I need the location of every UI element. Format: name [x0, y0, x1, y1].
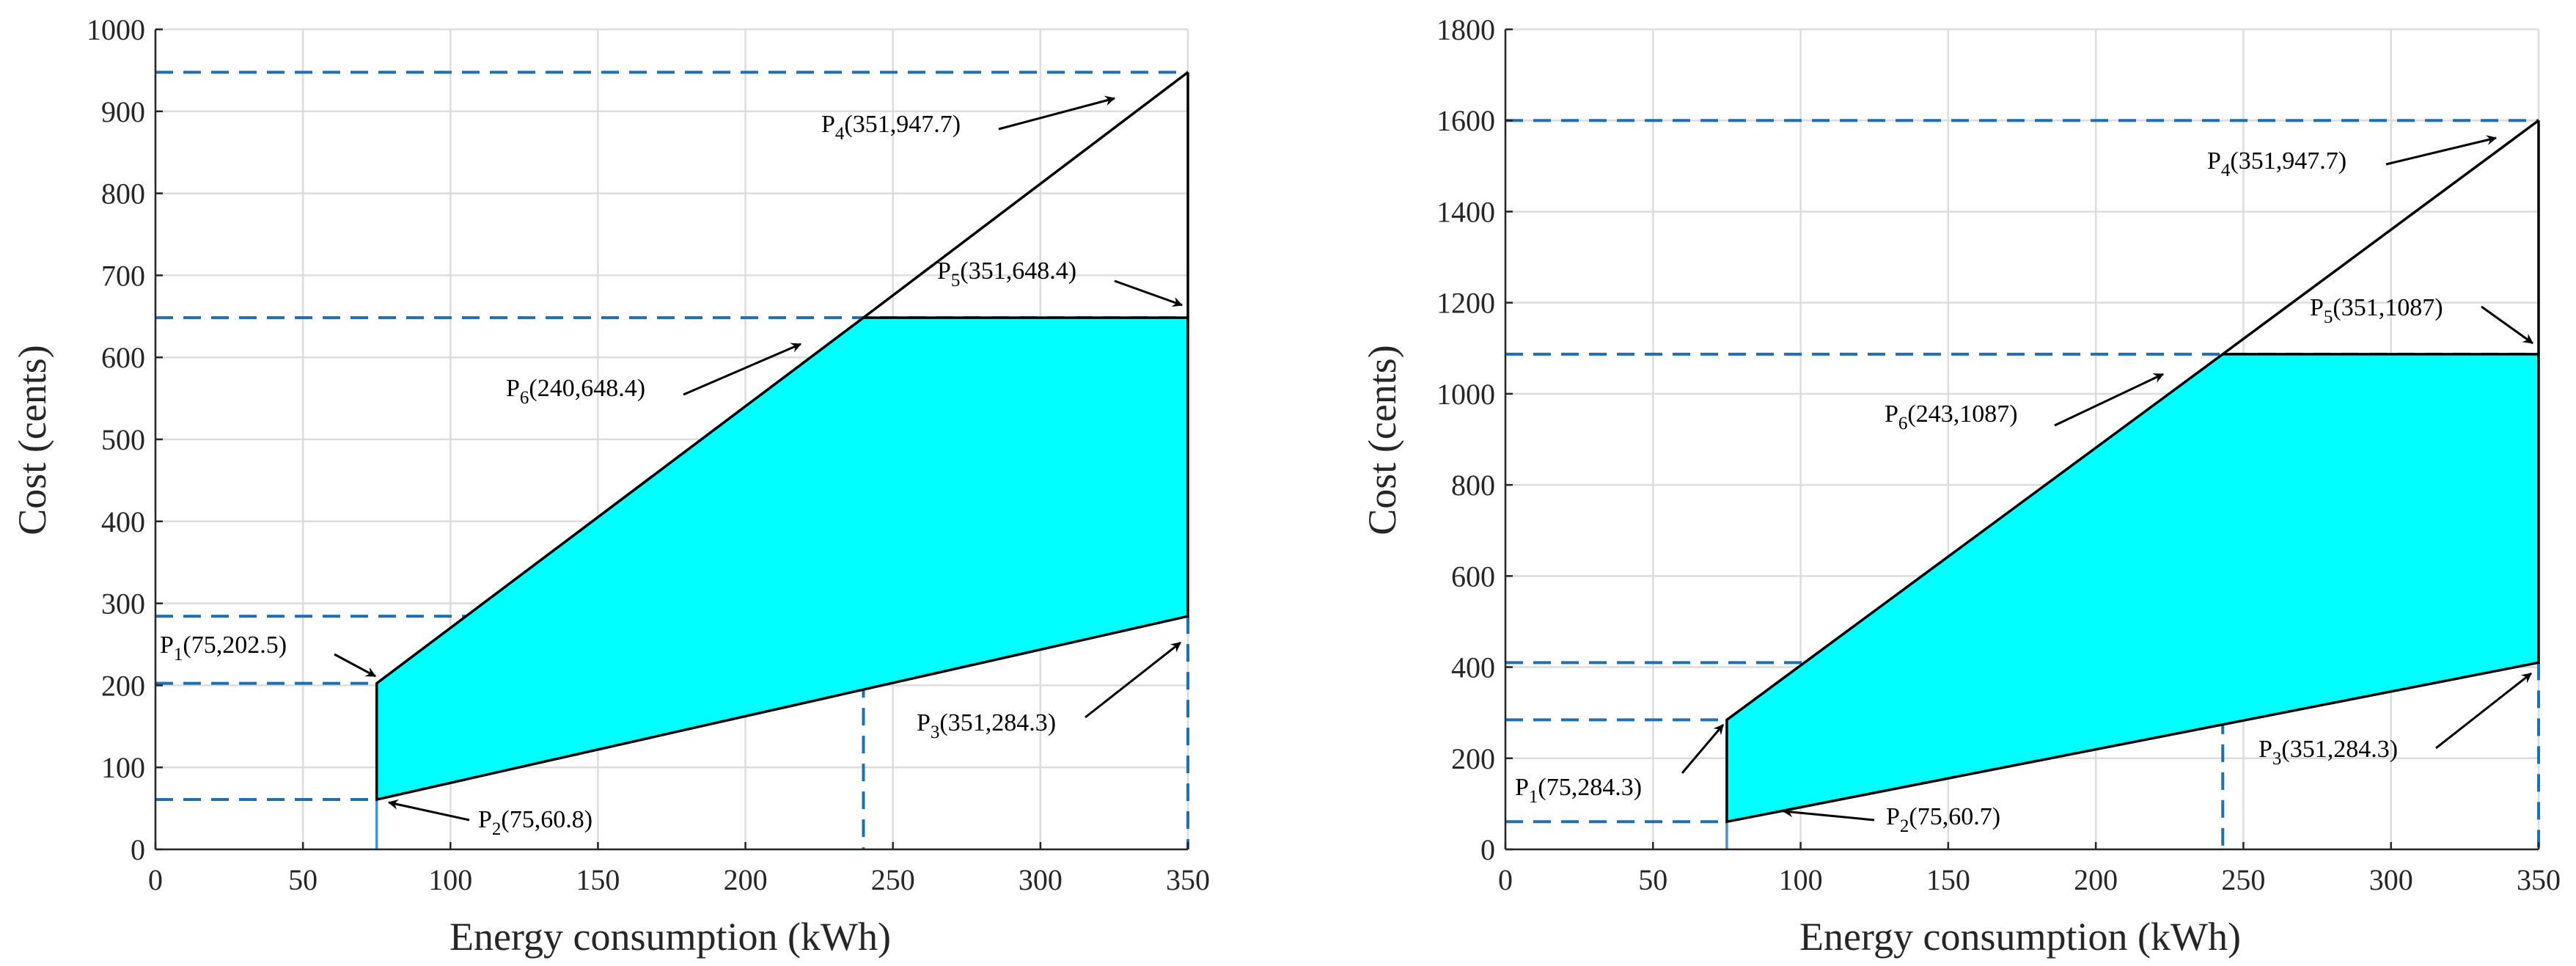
annotation-arrow-P4: [998, 95, 1116, 131]
y-axis-label: Cost (cents): [10, 345, 54, 535]
y-tick-label: 1200: [1436, 287, 1495, 320]
point-label-P3: P3(351,284.3): [2258, 736, 2398, 769]
annotation-arrow-P5: [1114, 279, 1184, 307]
y-tick-label: 400: [101, 505, 145, 538]
y-axis-label: Cost (cents): [1360, 345, 1404, 535]
x-tick-label: 150: [576, 863, 620, 896]
annotation-arrow-P6: [2054, 373, 2165, 427]
x-tick-label: 150: [1926, 863, 1970, 896]
upper-slope-line: [2222, 119, 2540, 356]
y-tick-label: 200: [101, 669, 145, 702]
x-tick-label: 100: [428, 863, 472, 896]
point-label-P5: P5(351,648.4): [937, 257, 1076, 290]
annotation-arrow-P1: [334, 653, 377, 678]
x-tick-label: 350: [1166, 863, 1210, 896]
annotation-arrow-P2: [387, 799, 470, 822]
annotation-arrow-P4: [2385, 135, 2498, 166]
x-tick-label: 300: [2369, 863, 2413, 896]
y-tick-label: 1600: [1436, 104, 1495, 137]
y-tick-label: 800: [101, 178, 145, 211]
left-chart: 0 50 100 150 200 250 300 350 0 100 200 300 400 500 600…: [10, 13, 1210, 959]
feasible-region: [1725, 353, 2540, 824]
point-label-P4: P4(351,947.7): [821, 111, 961, 144]
x-tick-label: 250: [871, 863, 915, 896]
y-tick-label: 600: [1451, 560, 1495, 593]
y-tick-label: 0: [1480, 833, 1495, 866]
point-label-P6: P6(243,1087): [1885, 400, 2018, 433]
x-tick-label: 0: [148, 863, 163, 896]
point-label-P3: P3(351,284.3): [917, 709, 1056, 742]
y-tick-label: 600: [101, 341, 145, 374]
annotation-arrow-P6: [683, 343, 802, 396]
x-axis-label: Energy consumption (kWh): [1799, 915, 2241, 959]
y-tick-label: 1000: [87, 13, 145, 46]
y-tick-label: 1400: [1436, 195, 1495, 228]
upper-slope-line: [862, 71, 1189, 319]
annotation-arrow-P2: [1782, 807, 1875, 822]
point-label-P2: P2(75,60.8): [478, 806, 592, 839]
point-label-P4: P4(351,947.7): [2207, 147, 2346, 180]
x-tick-label: 50: [1638, 863, 1667, 896]
x-tick-label: 100: [1779, 863, 1823, 896]
y-tick-label: 1800: [1436, 13, 1495, 46]
x-tick-label: 200: [2074, 863, 2118, 896]
y-tick-label: 200: [1451, 742, 1495, 775]
point-label-P1: P1(75,284.3): [1515, 774, 1642, 807]
y-tick-label: 0: [131, 833, 145, 866]
x-axis-label: Energy consumption (kWh): [449, 915, 891, 959]
point-label-P1: P1(75,202.5): [160, 632, 287, 665]
feasible-region: [375, 316, 1189, 802]
point-label-P6: P6(240,648.4): [506, 375, 645, 408]
y-tick-label: 500: [101, 423, 145, 456]
y-tick-label: 800: [1451, 469, 1495, 502]
right-chart: 0 50 100 150 200 250 300 350 0 200 400 600 800 1000 12…: [1360, 13, 2561, 959]
x-tick-label: 0: [1498, 863, 1513, 896]
point-label-P5: P5(351,1087): [2310, 294, 2443, 327]
y-tick-label: 1000: [1436, 378, 1495, 411]
annotation-arrow-P1: [1681, 724, 1725, 774]
x-tick-label: 250: [2221, 863, 2265, 896]
y-tick-label: 300: [101, 588, 145, 621]
annotation-arrow-P3: [1085, 641, 1181, 719]
x-tick-label: 300: [1019, 863, 1063, 896]
annotation-arrow-P5: [2481, 305, 2533, 345]
y-tick-label: 400: [1451, 651, 1495, 684]
y-tick-label: 100: [101, 751, 145, 784]
x-tick-label: 50: [288, 863, 318, 896]
x-tick-label: 350: [2517, 863, 2561, 896]
point-label-P2: P2(75,60.7): [1886, 803, 2000, 836]
annotation-arrow-P3: [2435, 672, 2532, 750]
y-tick-label: 900: [101, 95, 145, 128]
x-tick-label: 200: [724, 863, 768, 896]
y-tick-label: 700: [101, 259, 145, 292]
